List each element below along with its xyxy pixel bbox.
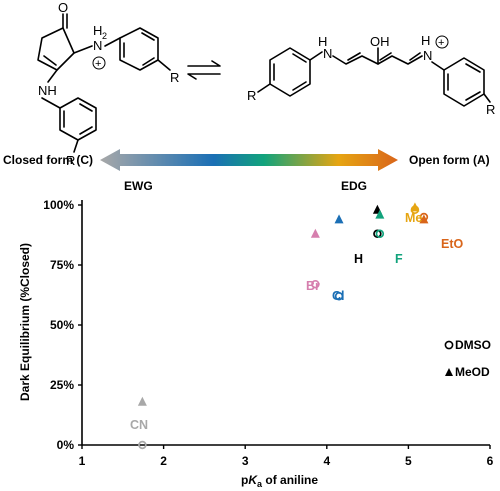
y-tick-label: 0% <box>57 438 75 452</box>
iminium-h: H <box>421 33 430 48</box>
open-nh-n: N <box>323 46 332 61</box>
ewg-label: EWG <box>124 179 153 193</box>
ammonium-n: N <box>93 38 102 53</box>
ammonium-subscript: 2 <box>102 31 107 41</box>
legend-meod-label: MeOD <box>455 365 490 379</box>
point-labels: CN Br Cl H F Me EtO <box>130 211 464 432</box>
label-h: H <box>354 252 363 266</box>
y-tick-label: 50% <box>50 318 74 332</box>
legend-dmso-marker <box>444 340 454 350</box>
x-tick-label: 5 <box>405 454 412 468</box>
x-tick-label: 4 <box>323 454 330 468</box>
point-dmso-br <box>311 279 320 289</box>
data-points <box>137 202 429 450</box>
y-axis-ticks: 0% 25% 50% 75% 100% <box>43 198 82 452</box>
closed-form-structure: O N H 2 + R NH R <box>37 0 179 168</box>
x-tick-label: 3 <box>242 454 249 468</box>
point-meod-cl <box>334 214 344 224</box>
gradient-arrow-shape <box>100 149 398 171</box>
point-dmso-cn <box>138 440 147 450</box>
scatter-chart: 1 2 3 4 5 6 0% 25% 50% 75% 100% pKa of aniline Da… <box>18 198 494 489</box>
y-tick-label: 100% <box>43 198 74 212</box>
label-me: Me <box>405 211 422 225</box>
open-form-label: Open form (A) <box>409 153 490 167</box>
legend: DMSO MeOD <box>444 338 491 379</box>
x-tick-label: 6 <box>487 454 494 468</box>
amine-nh: NH <box>38 83 57 98</box>
y-tick-label: 25% <box>50 378 74 392</box>
label-br: Br <box>306 279 320 293</box>
x-axis-ticks: 1 2 3 4 5 6 <box>79 445 494 468</box>
substituent-r-4: R <box>486 102 495 117</box>
ketone-oxygen: O <box>58 0 68 15</box>
open-plus-charge-sign: + <box>438 37 444 49</box>
ammonium-h: H <box>93 23 102 38</box>
substituent-r-3: R <box>247 88 256 103</box>
edg-label: EDG <box>341 179 367 193</box>
substituent-gradient-arrow: Closed form (C) Open form (A) EWG EDG <box>3 149 490 193</box>
x-axis-label: pKa of aniline <box>241 473 318 489</box>
legend-meod-marker <box>445 368 453 376</box>
open-nh-h: H <box>318 34 327 49</box>
substituent-r-2: R <box>66 153 75 168</box>
point-meod-eto <box>419 214 429 224</box>
plus-charge-sign: + <box>95 58 101 70</box>
reaction-scheme: O N H 2 + R NH R <box>37 0 495 168</box>
substituent-r-1: R <box>170 70 179 85</box>
equilibrium-arrows <box>187 60 221 80</box>
point-dmso-f <box>375 229 385 239</box>
open-form-structure: R H N OH H N + R <box>247 33 495 117</box>
label-cl: Cl <box>332 289 345 303</box>
point-meod-f <box>375 209 385 219</box>
point-dmso-cl <box>334 291 344 301</box>
hydroxyl-oh: OH <box>370 34 390 49</box>
closed-form-label: Closed form (C) <box>3 153 93 167</box>
x-tick-label: 2 <box>160 454 167 468</box>
point-meod-me <box>410 202 420 212</box>
y-axis-label: Dark Equilibrium (%Closed) <box>18 243 32 401</box>
legend-dmso-label: DMSO <box>455 338 491 352</box>
x-tick-label: 1 <box>79 454 86 468</box>
plus-charge-circle <box>92 56 106 70</box>
open-plus-charge-circle <box>435 35 449 49</box>
y-tick-label: 75% <box>50 258 74 272</box>
label-eto: EtO <box>441 237 464 251</box>
label-cn: CN <box>130 418 148 432</box>
point-meod-br <box>310 228 320 238</box>
label-f: F <box>395 252 403 266</box>
iminium-n: N <box>423 48 432 63</box>
point-meod-cn <box>137 396 147 406</box>
